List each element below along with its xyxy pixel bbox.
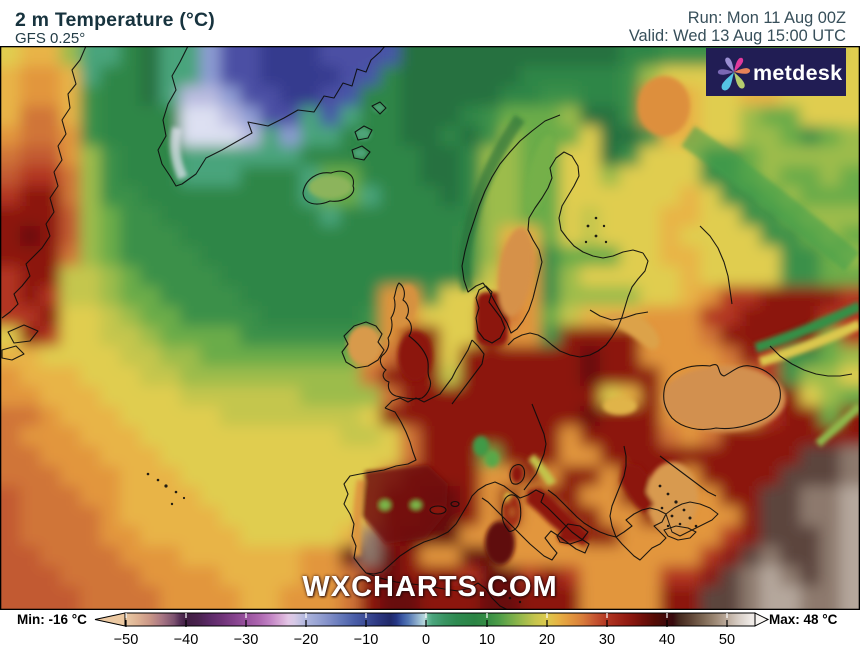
svg-text:40: 40: [659, 632, 675, 648]
svg-text:20: 20: [539, 632, 555, 648]
svg-text:50: 50: [719, 632, 735, 648]
svg-text:Max: 48 °C: Max: 48 °C: [769, 612, 838, 627]
svg-text:−20: −20: [294, 632, 319, 648]
svg-text:−40: −40: [174, 632, 199, 648]
svg-text:30: 30: [599, 632, 615, 648]
svg-text:0: 0: [422, 632, 430, 648]
svg-text:Min: -16 °C: Min: -16 °C: [17, 612, 87, 627]
svg-text:−10: −10: [354, 632, 379, 648]
svg-text:−30: −30: [234, 632, 259, 648]
svg-text:10: 10: [479, 632, 495, 648]
svg-text:metdesk: metdesk: [753, 61, 842, 85]
svg-text:−50: −50: [114, 632, 139, 648]
